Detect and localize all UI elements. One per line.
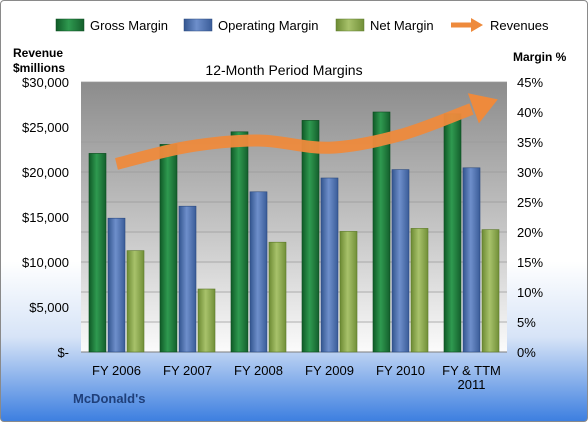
legend-swatch-net bbox=[335, 18, 365, 32]
legend-swatch-operating bbox=[183, 18, 213, 32]
gross-margin-bar bbox=[159, 144, 178, 353]
bars bbox=[88, 111, 500, 353]
legend-swatch-revenues bbox=[451, 18, 483, 32]
revenue-line bbox=[115, 93, 498, 170]
right-tick-label: 30% bbox=[517, 165, 543, 180]
category-label: FY 2010 bbox=[376, 363, 425, 378]
operating-margin-bar bbox=[249, 191, 268, 353]
operating-margin-bar bbox=[178, 205, 197, 353]
right-tick-label: 40% bbox=[517, 105, 543, 120]
chart-title: 12-Month Period Margins bbox=[205, 62, 362, 78]
category-labels: FY 2006 FY 2007 FY 2008 FY 2009 FY 2010 FY & … bbox=[92, 363, 501, 392]
gross-margin-bar bbox=[230, 131, 249, 353]
category-label: FY & TTM bbox=[442, 363, 501, 378]
left-tick-label: $20,000 bbox=[22, 165, 69, 180]
right-tick-label: 10% bbox=[517, 285, 543, 300]
category-label: FY 2008 bbox=[234, 363, 283, 378]
left-tick-label: $15,000 bbox=[22, 210, 69, 225]
gross-margin-bar bbox=[372, 111, 391, 353]
left-tick-label: $10,000 bbox=[22, 255, 69, 270]
category-label: 2011 bbox=[458, 377, 486, 392]
left-tick-label: $5,000 bbox=[29, 300, 69, 315]
right-tick-label: 5% bbox=[517, 315, 536, 330]
left-tick-label: $30,000 bbox=[22, 75, 69, 90]
net-margin-bar bbox=[197, 288, 216, 353]
legend-label-operating: Operating Margin bbox=[218, 18, 318, 33]
left-axis-title-line2: $millions bbox=[13, 61, 65, 75]
net-margin-bar bbox=[410, 228, 429, 353]
legend-label-net: Net Margin bbox=[370, 18, 434, 33]
left-axis-title-line1: Revenue bbox=[13, 46, 63, 60]
category-label: FY 2009 bbox=[305, 363, 354, 378]
right-tick-label: 35% bbox=[517, 135, 543, 150]
operating-margin-bar bbox=[391, 169, 410, 353]
right-tick-label: 25% bbox=[517, 195, 543, 210]
left-axis-ticks: $- $5,000 $10,000 $15,000 $20,000 $25,000 $30,… bbox=[22, 75, 69, 360]
net-margin-bar bbox=[126, 250, 145, 353]
legend-label-revenues: Revenues bbox=[490, 18, 549, 33]
legend-label-gross: Gross Margin bbox=[90, 18, 168, 33]
gridlines bbox=[81, 81, 507, 353]
gross-margin-bar bbox=[301, 120, 320, 353]
net-margin-bar bbox=[339, 231, 358, 353]
net-margin-bar bbox=[268, 241, 287, 353]
revenue-line-path bbox=[115, 103, 474, 170]
gross-margin-bar bbox=[88, 153, 107, 353]
category-label: FY 2007 bbox=[163, 363, 212, 378]
category-label: FY 2006 bbox=[92, 363, 141, 378]
footer-company: McDonald's bbox=[73, 391, 145, 406]
right-tick-label: 20% bbox=[517, 225, 543, 240]
left-tick-label: $- bbox=[57, 345, 69, 360]
gross-margin-bar bbox=[443, 113, 462, 353]
net-margin-bar bbox=[481, 229, 500, 353]
right-axis-ticks: 0% 5% 10% 15% 20% 25% 30% 35% 40% 45% bbox=[517, 75, 543, 360]
revenue-arrowhead bbox=[467, 93, 498, 124]
operating-margin-bar bbox=[107, 217, 126, 353]
right-tick-label: 0% bbox=[517, 345, 536, 360]
legend-swatch-gross bbox=[55, 18, 85, 32]
right-tick-label: 15% bbox=[517, 255, 543, 270]
operating-margin-bar bbox=[462, 167, 481, 353]
right-tick-label: 45% bbox=[517, 75, 543, 90]
legend: Gross Margin Operating Margin Net Margin… bbox=[55, 18, 549, 33]
operating-margin-bar bbox=[320, 177, 339, 353]
right-axis-title: Margin % bbox=[513, 50, 567, 64]
left-tick-label: $25,000 bbox=[22, 120, 69, 135]
